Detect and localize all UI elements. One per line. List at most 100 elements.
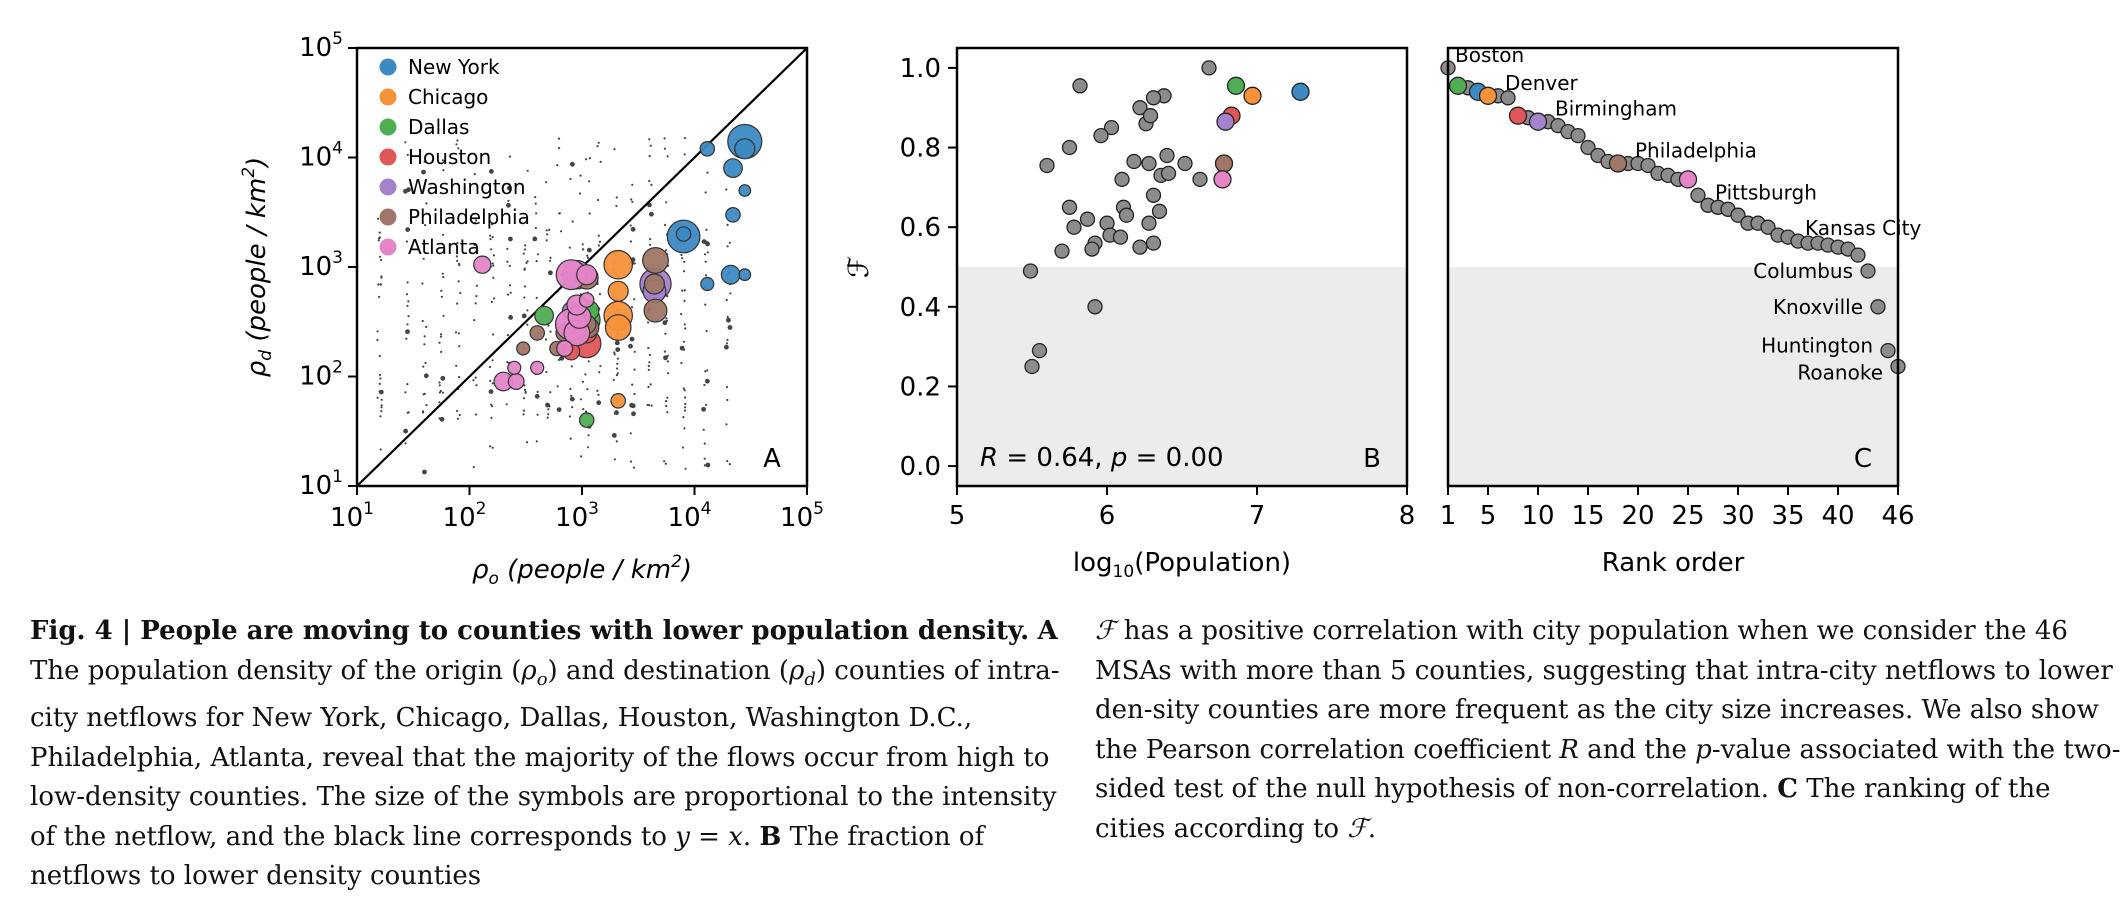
small-flow-point (489, 234, 492, 237)
small-flow-point (455, 364, 458, 367)
small-flow-point (544, 338, 548, 341)
rank-point (1640, 157, 1656, 174)
small-flow-point (490, 403, 493, 406)
small-flow-point (457, 280, 460, 283)
small-flow-point (726, 338, 729, 341)
city-point (1151, 203, 1168, 219)
legend-marker-philadelphia (379, 208, 397, 226)
small-flow-point (682, 416, 685, 419)
small-flow-point (441, 159, 444, 162)
small-flow-point (545, 239, 548, 242)
small-flow-point (423, 186, 426, 189)
small-flow-point (647, 385, 650, 389)
small-flow-point (649, 383, 652, 386)
panel-a-x-sup: 2 (671, 552, 682, 572)
small-flow-point (489, 379, 492, 382)
small-flow-point (492, 264, 495, 267)
legend-marker-new york (379, 58, 397, 76)
small-flow-point (380, 404, 383, 407)
small-flow-point (474, 302, 477, 305)
city-point (1022, 263, 1039, 279)
panel-b-annotation: R = 0.64, p = 0.00 (980, 443, 1224, 473)
panel-a-y-axis-label: ρd (people / km2) (239, 157, 276, 378)
caption-text-a2: ) and destination ( (547, 655, 790, 686)
city-point (1093, 127, 1109, 144)
small-flow-point (442, 233, 445, 236)
small-flow-point (508, 284, 512, 287)
point-philadelphia (642, 246, 669, 274)
small-flow-point (442, 276, 445, 279)
small-flow-point (648, 155, 651, 158)
small-flow-point (647, 364, 650, 368)
point-new york (725, 207, 741, 223)
point-atlanta (578, 292, 595, 308)
panel-b-x-rest: (Population) (1134, 548, 1291, 578)
y-tick-label: 104 (299, 139, 343, 173)
caption-title: People are moving to counties with lower… (140, 616, 1030, 646)
small-flow-point (523, 296, 526, 299)
city-point (1084, 241, 1100, 257)
x-tick-label: 10 (1521, 501, 1554, 531)
small-flow-point (526, 169, 529, 172)
city-point (1072, 78, 1088, 94)
point-new york (738, 268, 752, 282)
small-flow-point (633, 392, 636, 396)
small-flow-point (489, 169, 494, 174)
small-flow-point (598, 371, 601, 374)
small-flow-point (459, 291, 462, 295)
small-flow-point (455, 255, 458, 258)
panel-a-x-rho: ρ (472, 555, 489, 585)
small-flow-point (473, 243, 476, 246)
city-point (1126, 153, 1142, 170)
rank-point (1690, 187, 1706, 203)
city-point (1145, 90, 1162, 106)
panel-a-x-ticks: 101 102 103 104 105 (330, 486, 824, 533)
small-flow-point (650, 404, 653, 407)
small-flow-point (647, 321, 650, 324)
small-flow-point (456, 241, 459, 245)
small-flow-point (380, 258, 383, 262)
small-flow-point (521, 313, 527, 319)
small-flow-point (380, 398, 383, 401)
small-flow-point (663, 147, 667, 150)
city-label: Columbus (1753, 259, 1853, 283)
small-flow-point (598, 293, 602, 296)
small-flow-point (407, 300, 410, 303)
small-flow-point (488, 365, 492, 369)
small-flow-point (491, 262, 494, 265)
small-flow-point (472, 379, 475, 382)
small-flow-point (629, 224, 632, 227)
city-point (1132, 239, 1148, 255)
caption-p-symbol: p (1695, 734, 1712, 765)
small-flow-point (475, 295, 478, 298)
small-flow-point (597, 141, 600, 144)
x-tick-base: 10 (780, 503, 813, 533)
panel-a-label: A (763, 444, 781, 474)
caption-left-column: Fig. 4 | People are moving to counties w… (30, 612, 1065, 897)
rank-point (1730, 207, 1746, 223)
small-flow-point (683, 396, 687, 399)
small-flow-point (587, 446, 590, 449)
small-flow-point (377, 239, 380, 242)
caption-text-b4: -value associated with the two-sided tes… (1095, 734, 2121, 805)
small-flow-point (456, 417, 460, 420)
y-tick-exp: 2 (332, 358, 343, 378)
small-flow-point (378, 295, 381, 298)
small-flow-point (524, 244, 527, 247)
small-flow-point (506, 202, 511, 208)
small-flow-point (681, 257, 684, 260)
small-flow-point (456, 409, 459, 413)
small-flow-point (548, 228, 551, 231)
small-flow-point (424, 361, 427, 365)
small-flow-point (597, 393, 600, 396)
x-tick-exp: 3 (588, 499, 599, 519)
small-flow-point (703, 253, 707, 256)
small-flow-point (613, 353, 616, 356)
small-flow-point (405, 227, 411, 233)
small-flow-point (424, 224, 427, 227)
small-flow-point (724, 344, 729, 350)
small-flow-point (613, 458, 617, 461)
x-tick-exp: 1 (363, 499, 374, 519)
caption-sub-d: d (804, 668, 816, 690)
small-flow-point (522, 413, 525, 416)
